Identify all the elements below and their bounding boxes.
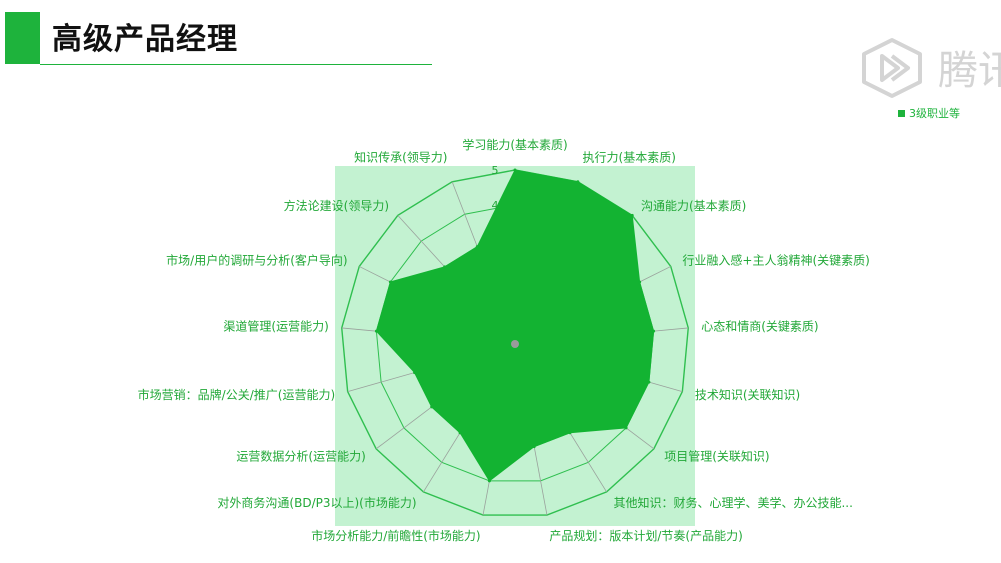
category-label-15: 方法论建设(领导力) [284, 198, 389, 213]
category-label-11: 运营数据分析(运营能力) [236, 449, 365, 464]
category-label-8: 产品规划：版本计划/节奏(产品能力) [549, 528, 742, 543]
legend-swatch [898, 109, 905, 117]
radial-tick-label-5: 5 [492, 164, 499, 177]
data-point-7 [568, 431, 572, 435]
center-dot [511, 340, 519, 348]
data-point-13 [374, 329, 378, 333]
data-point-0 [513, 168, 517, 172]
category-label-13: 渠道管理(运营能力) [223, 319, 328, 334]
category-label-3: 行业融入感+主人翁精神(关键素质) [682, 253, 869, 268]
data-point-15 [443, 265, 447, 269]
category-label-2: 沟通能力(基本素质) [641, 199, 746, 213]
category-label-14: 市场/用户的调研与分析(客户导向) [166, 253, 347, 268]
data-point-9 [487, 479, 491, 483]
category-label-4: 心态和情商(关键素质) [701, 319, 818, 334]
category-label-1: 执行力(基本素质) [583, 151, 676, 165]
data-point-4 [652, 329, 656, 333]
category-label-5: 技术知识(关联知识) [695, 388, 800, 402]
data-point-8 [532, 445, 536, 449]
logo-text: 腾讯 [938, 48, 1001, 94]
title-underline [40, 64, 432, 65]
slide-title: 高级产品经理 [52, 22, 238, 57]
data-point-14 [388, 280, 392, 284]
category-label-10: 对外商务沟通(BD/P3以上)(市场能力) [217, 495, 416, 510]
chart-legend: 3级职业等 [898, 105, 960, 121]
category-label-12: 市场营销：品牌/公关/推广(运营能力) [138, 387, 335, 402]
category-label-9: 市场分析能力/前瞻性(市场能力) [311, 528, 480, 543]
data-point-12 [413, 371, 417, 375]
category-label-0: 学习能力(基本素质) [462, 137, 567, 152]
data-point-6 [624, 426, 628, 430]
data-point-5 [647, 380, 651, 384]
grid-ring-5 [341, 169, 689, 516]
play-logo-icon [862, 38, 922, 98]
data-point-1 [576, 180, 580, 184]
data-point-2 [630, 213, 634, 217]
data-point-10 [458, 431, 462, 435]
radial-tick-label-4: 4 [492, 199, 499, 212]
category-label-7: 其他知识：财务、心理学、美学、办公技能... [613, 495, 852, 510]
data-point-11 [430, 405, 434, 409]
category-label-6: 项目管理(关联知识) [664, 449, 769, 464]
data-point-3 [638, 280, 642, 284]
series-area-0 [375, 169, 655, 482]
title-accent-bar [5, 12, 40, 64]
legend-label: 3级职业等 [909, 107, 960, 120]
category-label-16: 知识传承(领导力) [354, 150, 447, 165]
data-point-16 [475, 245, 479, 249]
